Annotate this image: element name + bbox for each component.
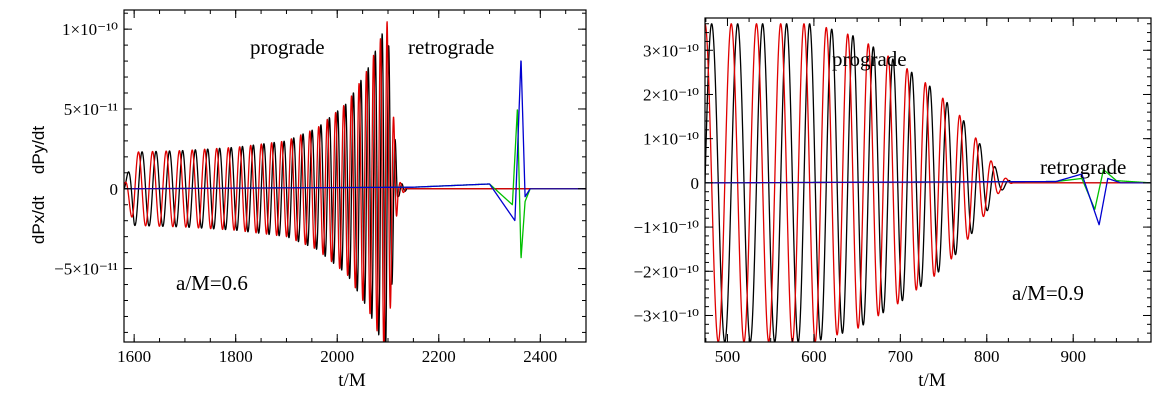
series-line-prograde-y [124,21,586,342]
series-line-retrograde-y [705,173,1151,226]
left-y-axis-label-bottom: dPx/dt [29,196,48,244]
y-tick-label: 0 [691,174,700,193]
right-tick-labels: 500 600 700 800 900 3×10⁻¹⁰ 2×10⁻¹⁰ 1×10⁻¹⁰ 0 −1×… [633,41,1086,366]
x-tick-label: 700 [888,347,914,366]
left-ticks [124,10,586,342]
x-tick-label: 2000 [320,347,354,366]
right-series-layer [705,23,1151,342]
y-tick-label: 5×10⁻¹¹ [64,100,118,119]
left-tick-labels: 1600 1800 2000 2200 2400 1×10⁻¹⁰ 5×10⁻¹¹ 0 −5×10… [54,20,557,366]
x-tick-label: 1800 [219,347,253,366]
y-tick-label: 3×10⁻¹⁰ [643,41,699,60]
left-chart-panel: 1600 1800 2000 2200 2400 1×10⁻¹⁰ 5×10⁻¹¹ 0 −5×10… [29,9,587,391]
x-tick-label: 900 [1060,347,1086,366]
right-ticks [705,18,1151,343]
y-tick-label: −3×10⁻¹⁰ [633,306,699,325]
right-annotation-prograde: prograde [832,47,907,71]
left-annotation-prograde: prograde [250,35,325,59]
y-tick-label: 1×10⁻¹⁰ [62,20,118,39]
series-line-prograde-x [124,33,586,342]
y-tick-label: 0 [110,180,119,199]
right-plot-frame [704,17,1152,343]
left-plot-frame [123,9,587,343]
left-annotation-retrograde: retrograde [408,35,494,59]
right-x-axis-label: t/M [918,370,946,391]
right-annotation-spin: a/M=0.9 [1012,281,1084,305]
x-tick-label: 800 [974,347,1000,366]
x-tick-label: 2400 [523,347,557,366]
right-chart-panel: 500 600 700 800 900 3×10⁻¹⁰ 2×10⁻¹⁰ 1×10⁻¹⁰ 0 −1×… [633,17,1152,391]
left-y-axis-label-top: dPy/dt [29,126,48,174]
left-annotation-spin: a/M=0.6 [176,271,248,295]
y-tick-label: −1×10⁻¹⁰ [633,218,699,237]
left-x-axis-label: t/M [338,370,366,391]
y-tick-label: 2×10⁻¹⁰ [643,85,699,104]
x-tick-label: 500 [715,347,741,366]
y-tick-label: 1×10⁻¹⁰ [643,130,699,149]
series-line-prograde-y [705,23,1151,342]
y-tick-label: −5×10⁻¹¹ [54,260,118,279]
left-series-layer [124,21,586,342]
y-tick-label: −2×10⁻¹⁰ [633,262,699,281]
x-tick-label: 600 [801,347,827,366]
series-line-retrograde-y [124,60,586,222]
x-tick-label: 1600 [117,347,151,366]
x-tick-label: 2200 [422,347,456,366]
right-annotation-retrograde: retrograde [1040,155,1126,179]
